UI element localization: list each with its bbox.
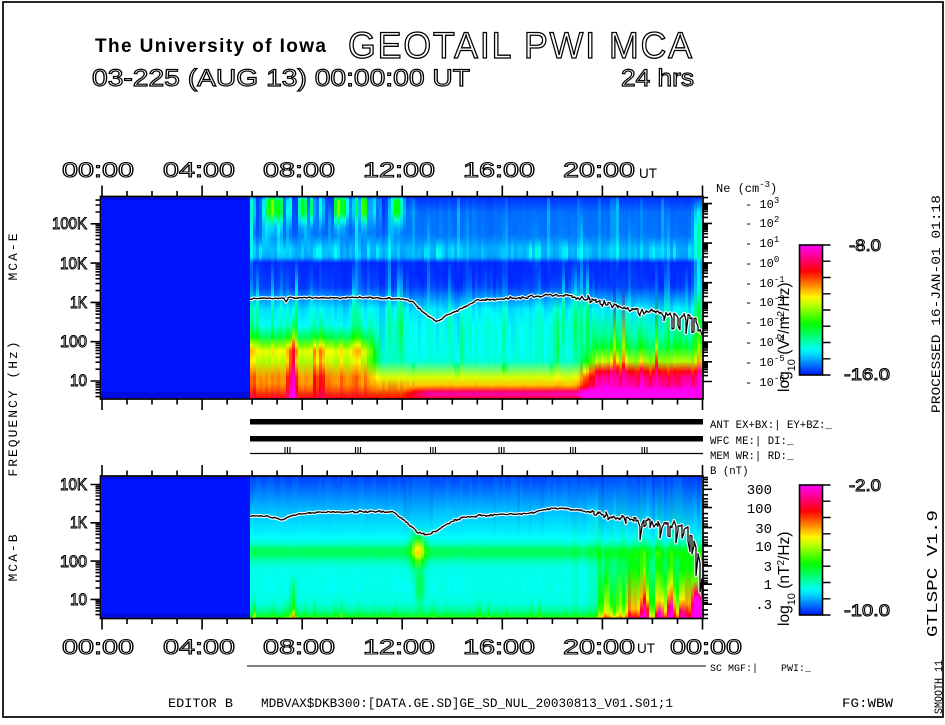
svg-text:-8.0: -8.0 bbox=[849, 236, 881, 255]
svg-text:.3: .3 bbox=[755, 598, 772, 614]
svg-text:PROCESSED 16-JAN-01 01:18: PROCESSED 16-JAN-01 01:18 bbox=[929, 195, 944, 413]
svg-text:10K: 10K bbox=[60, 475, 88, 494]
svg-text:08:00: 08:00 bbox=[263, 636, 335, 659]
svg-text:1K: 1K bbox=[70, 513, 88, 532]
svg-text:20:00: 20:00 bbox=[563, 159, 635, 182]
svg-text:3: 3 bbox=[764, 560, 772, 576]
svg-text:30: 30 bbox=[755, 522, 772, 538]
svg-text:24 hrs: 24 hrs bbox=[621, 65, 694, 92]
svg-text:04:00: 04:00 bbox=[163, 636, 235, 659]
svg-text:MEM WR:| RD:_: MEM WR:| RD:_ bbox=[710, 451, 794, 463]
svg-text:SMOOTH 11: SMOOTH 11 bbox=[934, 660, 945, 714]
svg-text:300: 300 bbox=[747, 483, 772, 499]
svg-text:10: 10 bbox=[70, 371, 87, 390]
svg-text:GEOTAIL PWI MCA: GEOTAIL PWI MCA bbox=[348, 25, 694, 66]
svg-text:- 101: - 101 bbox=[745, 235, 779, 251]
svg-text:00:00: 00:00 bbox=[670, 636, 742, 659]
svg-text:UT: UT bbox=[637, 640, 655, 656]
svg-text:-10.0: -10.0 bbox=[844, 601, 890, 620]
svg-text:MCA-E: MCA-E bbox=[6, 231, 21, 280]
svg-text:1K: 1K bbox=[70, 293, 88, 312]
svg-text:-2.0: -2.0 bbox=[849, 476, 881, 495]
svg-text:100: 100 bbox=[60, 332, 87, 351]
svg-text:ANT EX+BX:| EY+BZ:_: ANT EX+BX:| EY+BZ:_ bbox=[710, 420, 832, 432]
svg-text:B (nT): B (nT) bbox=[710, 466, 748, 478]
svg-text:PWI:_: PWI:_ bbox=[781, 664, 812, 675]
svg-text:12:00: 12:00 bbox=[363, 159, 435, 182]
svg-text:WFC ME:| DI:_: WFC ME:| DI:_ bbox=[710, 436, 794, 448]
svg-text:1: 1 bbox=[764, 578, 772, 594]
svg-text:- 100: - 100 bbox=[745, 255, 779, 271]
svg-text:16:00: 16:00 bbox=[463, 159, 535, 182]
svg-text:- 103: - 103 bbox=[745, 196, 779, 212]
svg-text:100: 100 bbox=[60, 552, 87, 571]
svg-text:00:00: 00:00 bbox=[62, 159, 134, 182]
svg-text:UT: UT bbox=[639, 165, 657, 181]
svg-text:-16.0: -16.0 bbox=[844, 365, 890, 384]
svg-text:16:00: 16:00 bbox=[463, 636, 535, 659]
svg-text:FG:WBW: FG:WBW bbox=[842, 697, 894, 711]
svg-text:10: 10 bbox=[755, 540, 772, 556]
svg-text:100: 100 bbox=[747, 502, 772, 518]
svg-text:- 102: - 102 bbox=[745, 215, 779, 231]
svg-text:MCA-B: MCA-B bbox=[6, 532, 21, 581]
svg-text:08:00: 08:00 bbox=[263, 159, 335, 182]
svg-text:MDBVAX$DKB300:[DATA.GE.SD]GE_S: MDBVAX$DKB300:[DATA.GE.SD]GE_SD_NUL_2003… bbox=[261, 697, 673, 711]
svg-text:FREQUENCY (Hz): FREQUENCY (Hz) bbox=[6, 339, 21, 476]
svg-text:100K: 100K bbox=[52, 214, 88, 233]
svg-text:10: 10 bbox=[70, 590, 87, 609]
svg-text:03-225 (AUG 13) 00:00:00 UT: 03-225 (AUG 13) 00:00:00 UT bbox=[92, 65, 470, 92]
svg-text:00:00: 00:00 bbox=[62, 636, 134, 659]
svg-text:20:00: 20:00 bbox=[563, 636, 635, 659]
svg-text:10K: 10K bbox=[60, 254, 88, 273]
svg-text:12:00: 12:00 bbox=[363, 636, 435, 659]
svg-text:EDITOR B: EDITOR B bbox=[168, 697, 234, 711]
svg-text:The University of Iowa: The University of Iowa bbox=[95, 36, 326, 57]
svg-text:SC MGF:|: SC MGF:| bbox=[710, 663, 758, 675]
svg-text:04:00: 04:00 bbox=[163, 159, 235, 182]
svg-text:GTLSPC V1.9: GTLSPC V1.9 bbox=[925, 510, 942, 637]
